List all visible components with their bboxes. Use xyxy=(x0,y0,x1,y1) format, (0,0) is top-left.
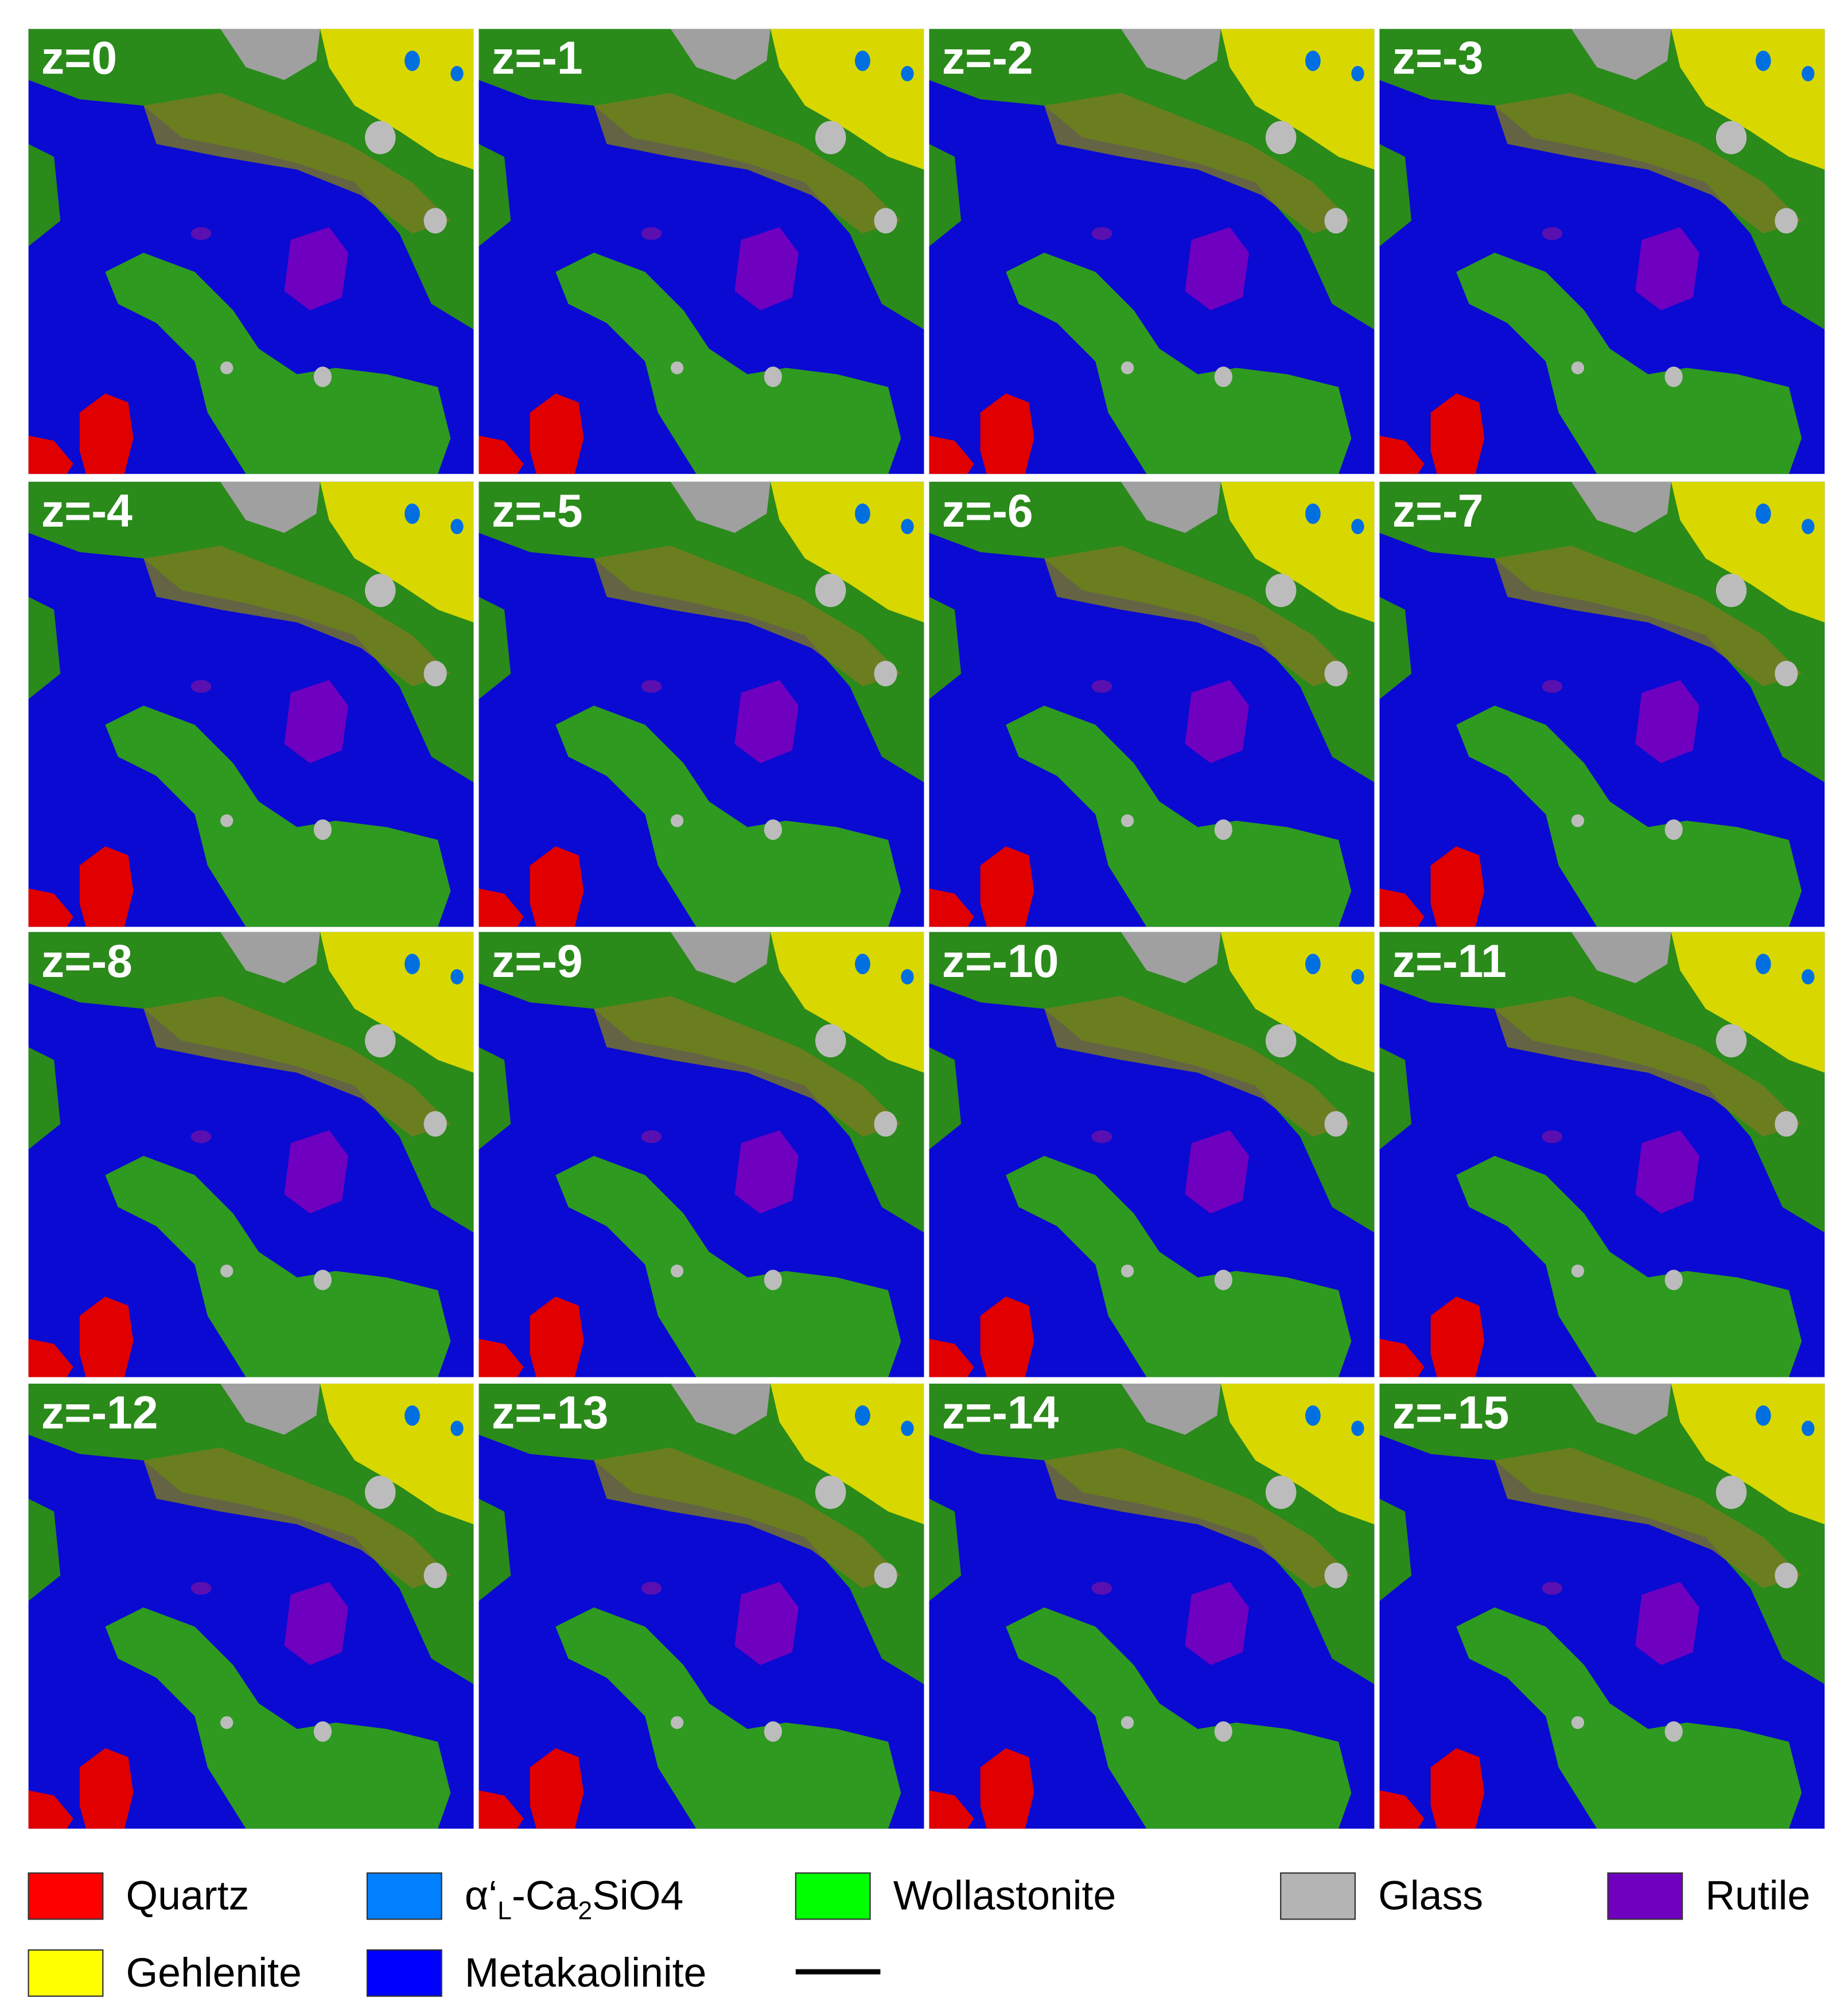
panel-grid: z=0 z=-1 z=-2 z=-3 z=-4 z=-5 z=-6 z=-7 z=-8 z=-9 z… xyxy=(29,29,1825,1828)
label-part: Wollastonite xyxy=(893,1873,1116,1919)
phase-map xyxy=(1379,1384,1824,1829)
label-part: Metakaolinite xyxy=(465,1950,707,1996)
phase-map xyxy=(29,1384,474,1829)
panel-label: z=-14 xyxy=(942,1387,1059,1439)
map-panel: z=-2 xyxy=(929,29,1374,474)
legend-swatch xyxy=(1607,1872,1683,1920)
panel-label: z=-10 xyxy=(942,936,1059,987)
legend-label: α‘L-Ca2SiO4 xyxy=(465,1873,683,1925)
label-part: Glass xyxy=(1378,1873,1483,1919)
legend-label: Rutile xyxy=(1705,1873,1810,1919)
legend-swatch xyxy=(28,1872,104,1920)
map-panel: z=-9 xyxy=(479,932,924,1377)
panel-label: z=-11 xyxy=(1392,936,1507,987)
phase-map xyxy=(29,29,474,474)
map-panel: z=-8 xyxy=(29,932,474,1377)
map-panel: z=-3 xyxy=(1379,29,1824,474)
panel-label: z=-1 xyxy=(492,33,583,84)
legend: Quartz α‘L-Ca2SiO4 Wollastonite Glass Rutile… xyxy=(28,1872,1810,1997)
label-part: Rutile xyxy=(1705,1873,1810,1919)
phase-map xyxy=(1379,29,1824,474)
map-panel: z=0 xyxy=(29,29,474,474)
phase-map xyxy=(929,932,1374,1377)
legend-label: Quartz xyxy=(126,1873,250,1919)
panel-label: z=-2 xyxy=(942,33,1033,84)
panel-label: z=-15 xyxy=(1392,1387,1509,1439)
phase-map xyxy=(29,932,474,1377)
phase-map xyxy=(1379,932,1824,1377)
phase-map xyxy=(479,29,924,474)
phase-map xyxy=(929,1384,1374,1829)
label-part: Gehlenite xyxy=(126,1950,302,1996)
phase-map xyxy=(479,1384,924,1829)
phase-map xyxy=(479,932,924,1377)
phase-map xyxy=(929,482,1374,927)
panel-label: z=-4 xyxy=(41,485,133,537)
label-part: -Ca xyxy=(512,1873,578,1919)
legend-label: Metakaolinite xyxy=(465,1950,707,1996)
map-panel: z=-4 xyxy=(29,482,474,927)
legend-label: Gehlenite xyxy=(126,1950,302,1996)
map-panel: z=-5 xyxy=(479,482,924,927)
legend-swatch xyxy=(795,1872,871,1920)
panel-label: z=-8 xyxy=(41,936,133,987)
panel-label: z=-5 xyxy=(492,485,583,537)
label-part: Quartz xyxy=(126,1873,250,1919)
phase-map xyxy=(929,29,1374,474)
phase-map xyxy=(479,482,924,927)
map-panel: z=-10 xyxy=(929,932,1374,1377)
panel-label: z=-12 xyxy=(41,1387,158,1439)
subscript: L xyxy=(497,1897,512,1925)
map-panel: z=-14 xyxy=(929,1384,1374,1829)
label-part: α‘ xyxy=(465,1873,497,1919)
phase-map xyxy=(29,482,474,927)
legend-label: Wollastonite xyxy=(893,1873,1116,1919)
label-part: SiO4 xyxy=(592,1873,683,1919)
panel-label: z=-6 xyxy=(942,485,1033,537)
panel-label: z=-3 xyxy=(1392,33,1484,84)
legend-swatch xyxy=(366,1872,442,1920)
map-panel: z=-15 xyxy=(1379,1384,1824,1829)
panel-label: z=-13 xyxy=(492,1387,609,1439)
legend-swatch xyxy=(28,1949,104,1997)
subscript: 2 xyxy=(578,1897,592,1925)
map-panel: z=-6 xyxy=(929,482,1374,927)
phase-map xyxy=(1379,482,1824,927)
map-panel: z=-12 xyxy=(29,1384,474,1829)
map-panel: z=-1 xyxy=(479,29,924,474)
map-panel: z=-13 xyxy=(479,1384,924,1829)
map-panel: z=-11 xyxy=(1379,932,1824,1377)
map-panel: z=-7 xyxy=(1379,482,1824,927)
legend-label: Glass xyxy=(1378,1873,1483,1919)
legend-swatch xyxy=(366,1949,442,1997)
panel-label: z=-7 xyxy=(1392,485,1484,537)
panel-label: z=-9 xyxy=(492,936,583,987)
legend-swatch xyxy=(1280,1872,1356,1920)
panel-label: z=0 xyxy=(41,33,117,84)
